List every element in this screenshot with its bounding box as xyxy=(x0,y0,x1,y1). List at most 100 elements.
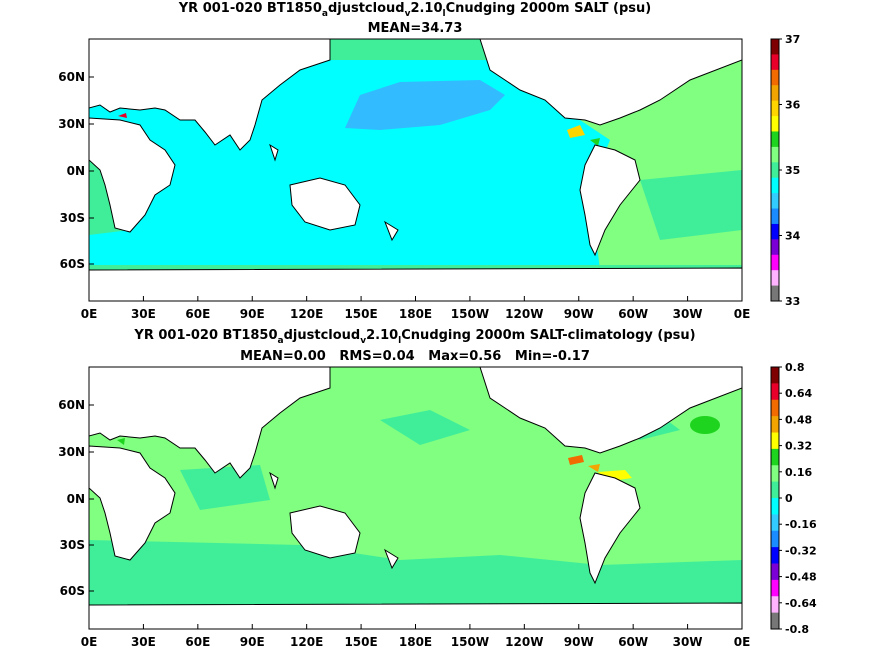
x-tick-label: 150E xyxy=(344,635,377,649)
colorbar-label: 0.64 xyxy=(785,387,812,400)
colorbar-swatch xyxy=(771,270,779,287)
colorbar-label: 0.16 xyxy=(785,466,812,479)
x-tick-label: 120W xyxy=(505,635,543,649)
x-tick-label: 0E xyxy=(81,307,98,321)
x-tick-label: 90W xyxy=(564,307,594,321)
colorbar-swatch xyxy=(771,131,779,148)
colorbar-swatch xyxy=(771,85,779,102)
x-tick-label: 180E xyxy=(399,307,432,321)
colorbar-label: -0.48 xyxy=(785,571,817,584)
colorbar-swatch xyxy=(771,367,779,384)
x-tick-label: 0E xyxy=(734,307,751,321)
x-tick-label: 60E xyxy=(185,635,210,649)
colorbar-swatch xyxy=(771,498,779,515)
colorbar-swatch xyxy=(771,530,779,548)
x-tick-label: 150W xyxy=(451,307,489,321)
x-tick-label: 180E xyxy=(399,635,432,649)
panel1-land xyxy=(89,39,742,301)
x-tick-label: 150W xyxy=(451,635,489,649)
colorbar-label: -0.64 xyxy=(785,597,817,610)
colorbar-label: -0.8 xyxy=(785,623,809,636)
y-tick-label: 60N xyxy=(58,398,85,412)
panel1-colorbar: 37 36 35 34 33 xyxy=(770,33,801,308)
colorbar-swatch xyxy=(771,162,779,179)
colorbar-swatch xyxy=(771,146,779,163)
colorbar-swatch xyxy=(771,69,779,86)
y-tick-label: 30N xyxy=(58,445,85,459)
y-tick-label: 30S xyxy=(60,538,85,552)
colorbar-swatch xyxy=(771,399,779,417)
panel2-x-axis: 0E 30E 60E 90E 120E 150E 180E 150W 120W 90W 60W 30W… xyxy=(81,624,751,649)
colorbar-swatch xyxy=(771,596,779,614)
colorbar-label: 33 xyxy=(785,295,800,308)
colorbar-swatch xyxy=(771,208,779,225)
x-tick-label: 120E xyxy=(290,307,323,321)
colorbar-swatch xyxy=(771,579,779,597)
x-tick-label: 30W xyxy=(673,635,703,649)
x-tick-label: 120E xyxy=(290,635,323,649)
panel-salt: YR 001-020 BT1850adjustcloudv2.10lCnudgi… xyxy=(58,1,800,321)
colorbar-swatch xyxy=(771,612,779,630)
colorbar-swatch xyxy=(771,39,779,55)
colorbar-swatch xyxy=(771,383,779,401)
x-tick-label: 0E xyxy=(734,635,751,649)
colorbar-label: -0.32 xyxy=(785,544,817,557)
panel-salt-anomaly: YR 001-020 BT1850adjustcloudv2.10lCnudgi… xyxy=(58,328,817,649)
colorbar-label: 0.8 xyxy=(785,361,805,374)
y-tick-label: 30S xyxy=(60,211,85,225)
colorbar-swatch xyxy=(771,285,779,302)
panel2-title: YR 001-020 BT1850adjustcloudv2.10lCnudgi… xyxy=(133,328,695,346)
colorbar-label: 37 xyxy=(785,33,800,46)
colorbar-swatch xyxy=(771,239,779,256)
panel2-land xyxy=(89,367,742,629)
colorbar-swatch xyxy=(771,416,779,433)
x-tick-label: 60W xyxy=(618,307,648,321)
colorbar-swatch xyxy=(771,193,779,210)
colorbar-swatch xyxy=(771,448,779,466)
panel2-colorbar: 0.8 0.64 0.48 0.32 0.16 0 -0.16 -0.32 -0.48 -0.64… xyxy=(770,361,817,636)
panel1-subtitle: MEAN=34.73 xyxy=(368,21,463,36)
panel2-subtitle: MEAN=0.00 RMS=0.04 Max=0.56 Min=-0.17 xyxy=(240,349,590,364)
colorbar-label: 35 xyxy=(785,164,800,177)
panel1-title: YR 001-020 BT1850adjustcloudv2.10lCnudgi… xyxy=(178,1,651,19)
colorbar-swatch xyxy=(771,177,779,194)
colorbar-swatch xyxy=(771,100,779,117)
y-tick-label: 0N xyxy=(67,492,85,506)
x-tick-label: 0E xyxy=(81,635,98,649)
y-tick-label: 0N xyxy=(67,164,85,178)
colorbar-label: 0.32 xyxy=(785,440,812,453)
y-tick-label: 30N xyxy=(58,117,85,131)
panel2-y-axis: 60N 30N 0N 30S 60S xyxy=(58,398,94,598)
x-tick-label: 120W xyxy=(505,307,543,321)
colorbar-label: 0 xyxy=(785,492,793,505)
x-tick-label: 30E xyxy=(131,635,156,649)
x-tick-label: 30W xyxy=(673,307,703,321)
colorbar-swatch xyxy=(771,465,779,483)
colorbar-label: 0.48 xyxy=(785,413,812,426)
colorbar-swatch xyxy=(771,481,779,499)
colorbar-swatch xyxy=(771,432,779,450)
colorbar-swatch xyxy=(771,116,779,132)
colorbar-label: 36 xyxy=(785,99,801,112)
colorbar-swatch xyxy=(771,54,779,71)
x-tick-label: 90E xyxy=(240,635,265,649)
colorbar-swatch xyxy=(771,223,779,240)
y-tick-label: 60S xyxy=(60,584,85,598)
x-tick-label: 150E xyxy=(344,307,377,321)
colorbar-swatch xyxy=(771,254,779,271)
x-tick-label: 30E xyxy=(131,307,156,321)
colorbar-swatch xyxy=(771,514,779,532)
panel1-x-axis: 0E 30E 60E 90E 120E 150E 180E 150W 120W 90W 60W 30W… xyxy=(81,296,751,321)
panel1-y-axis: 60N 30N 0N 30S 60S xyxy=(58,70,94,271)
colorbar-label: -0.16 xyxy=(785,518,817,531)
x-tick-label: 60W xyxy=(618,635,648,649)
x-tick-label: 90W xyxy=(564,635,594,649)
y-tick-label: 60S xyxy=(60,257,85,271)
y-tick-label: 60N xyxy=(58,70,85,84)
x-tick-label: 90E xyxy=(240,307,265,321)
colorbar-label: 34 xyxy=(785,230,801,243)
colorbar-swatch xyxy=(771,563,779,581)
colorbar-swatch xyxy=(771,547,779,564)
x-tick-label: 60E xyxy=(185,307,210,321)
